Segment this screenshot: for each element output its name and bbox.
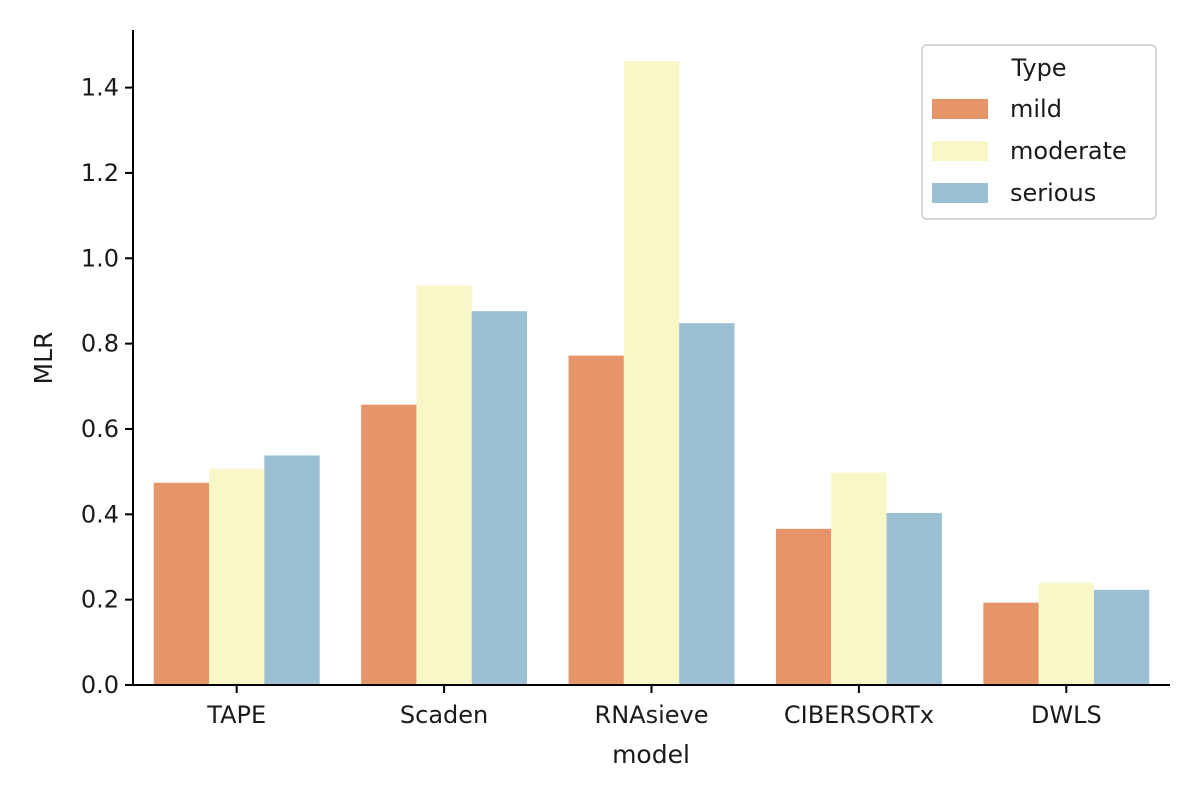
legend-label-moderate: moderate xyxy=(1010,137,1127,165)
bar-serious-Scaden xyxy=(471,311,528,685)
legend-swatch-serious xyxy=(932,183,988,203)
bar-moderate-RNAsieve xyxy=(623,61,680,685)
bar-mild-DWLS xyxy=(983,602,1039,685)
y-tick-label: 0.8 xyxy=(81,330,119,358)
bar-mild-TAPE xyxy=(153,482,210,685)
bar-serious-RNAsieve xyxy=(679,323,735,685)
bar-moderate-TAPE xyxy=(209,468,265,685)
x-tick-label: TAPE xyxy=(206,701,266,729)
legend: Type mild moderate serious xyxy=(921,44,1157,220)
legend-title: Type xyxy=(1010,54,1066,82)
x-axis-label: model xyxy=(612,740,690,769)
y-tick-label: 0.0 xyxy=(81,671,119,699)
y-tick-label: 0.4 xyxy=(81,500,119,528)
bar-serious-DWLS xyxy=(1093,589,1150,685)
y-tick-label: 1.4 xyxy=(81,74,119,102)
x-tick-label: RNAsieve xyxy=(595,701,709,729)
bar-mild-Scaden xyxy=(361,404,417,685)
x-ticks: TAPE Scaden RNAsieve CIBERSORTx DWLS xyxy=(206,685,1102,729)
legend-label-mild: mild xyxy=(1010,95,1062,123)
x-tick-label: Scaden xyxy=(400,701,488,729)
legend-swatch-mild xyxy=(932,99,988,119)
y-tick-label: 0.2 xyxy=(81,586,119,614)
bar-mild-CIBERSORTx xyxy=(775,528,832,685)
y-tick-label: 1.2 xyxy=(81,159,119,187)
legend-swatch-moderate xyxy=(932,141,988,161)
bar-moderate-Scaden xyxy=(416,285,472,685)
bar-serious-CIBERSORTx xyxy=(886,513,942,685)
bar-serious-TAPE xyxy=(264,455,320,685)
legend-entries: mild moderate serious xyxy=(932,95,1127,207)
bar-moderate-CIBERSORTx xyxy=(831,472,887,685)
y-tick-label: 0.6 xyxy=(81,415,119,443)
legend-frame xyxy=(921,44,1157,220)
legend-label-serious: serious xyxy=(1010,179,1096,207)
y-ticks: 0.0 0.2 0.4 0.6 0.8 1.0 1.2 1.4 xyxy=(81,74,133,699)
bar-moderate-DWLS xyxy=(1038,582,1094,685)
x-tick-label: CIBERSORTx xyxy=(784,701,934,729)
bar-mild-RNAsieve xyxy=(568,355,624,685)
y-axis-label: MLR xyxy=(29,332,58,385)
x-tick-label: DWLS xyxy=(1031,701,1102,729)
bars xyxy=(153,61,1150,685)
y-tick-label: 1.0 xyxy=(81,244,119,272)
